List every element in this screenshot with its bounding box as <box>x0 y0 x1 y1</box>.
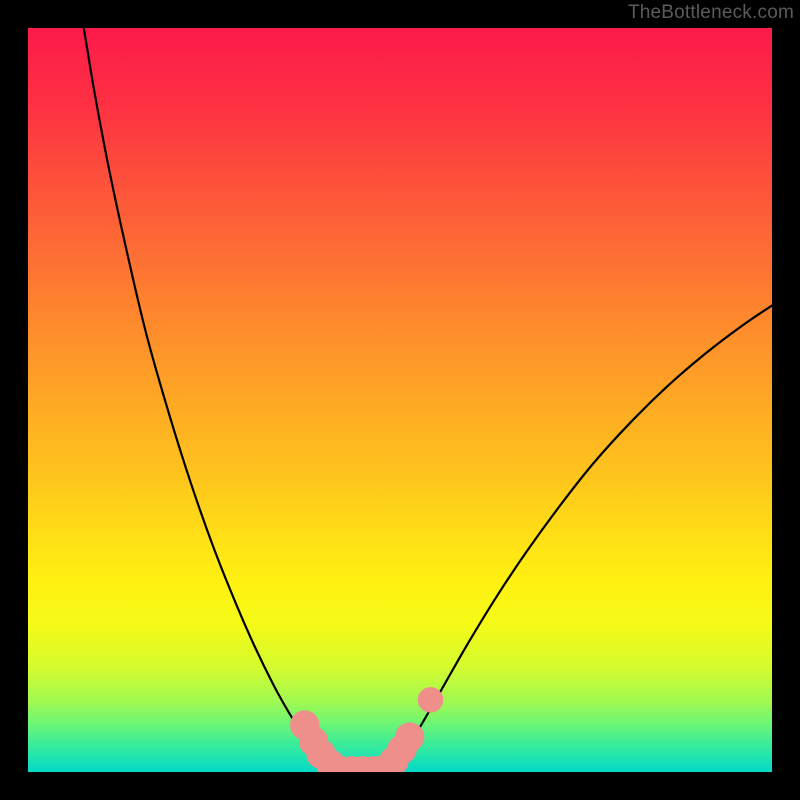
frame-border-left <box>0 0 28 800</box>
curve-right-branch <box>340 306 772 772</box>
chart-svg <box>28 28 772 772</box>
curve-layer <box>84 28 772 772</box>
frame-border-bottom <box>0 772 800 800</box>
curve-left-branch <box>84 28 341 772</box>
marker-valley-markers-11 <box>399 726 421 748</box>
marker-layer <box>294 691 440 782</box>
frame-border-top <box>0 0 800 28</box>
marker-isolated-marker-0 <box>422 691 440 709</box>
chart-frame: TheBottleneck.com <box>0 0 800 800</box>
plot-area <box>28 28 772 772</box>
frame-border-right <box>772 0 800 800</box>
